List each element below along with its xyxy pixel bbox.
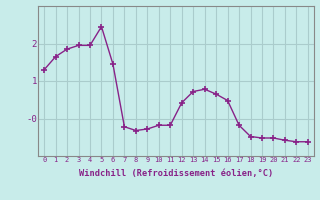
X-axis label: Windchill (Refroidissement éolien,°C): Windchill (Refroidissement éolien,°C)	[79, 169, 273, 178]
